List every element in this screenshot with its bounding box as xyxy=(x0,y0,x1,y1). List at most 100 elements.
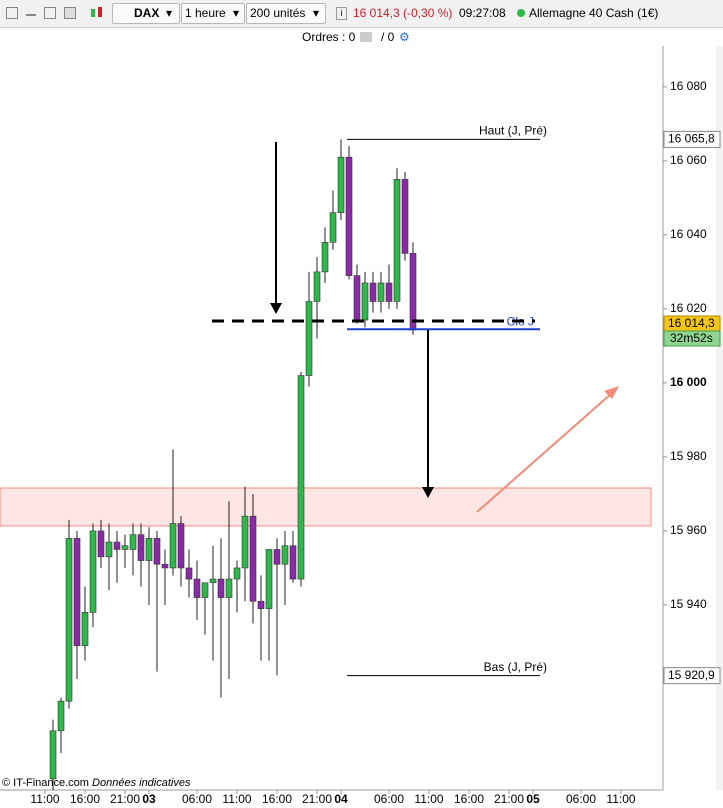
caret: ▾ xyxy=(233,6,240,20)
gear-icon[interactable]: ⚙ xyxy=(399,30,410,44)
candle-body xyxy=(353,275,361,321)
orders-icon[interactable] xyxy=(360,32,372,42)
footer-note: Données indicatives xyxy=(92,777,191,789)
last-price: 16 014,3 xyxy=(668,316,715,330)
candle-body xyxy=(185,567,193,580)
orders-label: Ordres : 0 xyxy=(302,30,356,44)
candle-body xyxy=(289,545,297,580)
y-tick-label: 16 080 xyxy=(670,79,707,93)
candle-body xyxy=(369,282,377,302)
candle-body xyxy=(49,730,57,780)
candle-body xyxy=(257,600,265,609)
candle-body xyxy=(337,156,345,213)
arrow-head xyxy=(270,303,282,314)
icon[interactable] xyxy=(6,7,18,19)
info-icon[interactable]: i xyxy=(336,7,347,20)
units: 200 unités xyxy=(250,6,306,20)
footer: © IT-Finance.com Données indicatives xyxy=(2,777,191,789)
y-tick-label: 16 020 xyxy=(670,301,707,315)
candle-body xyxy=(225,578,233,598)
x-tick-label: 16:00 xyxy=(70,792,100,806)
candle-body xyxy=(129,534,137,550)
x-tick-label: 11:00 xyxy=(222,792,251,806)
y-tick-label: 16 040 xyxy=(670,227,707,241)
last-price-box xyxy=(663,315,721,332)
candle-body xyxy=(385,282,393,302)
x-tick-label: 03 xyxy=(142,792,156,806)
x-tick-label: 04 xyxy=(334,792,348,806)
level-value: 16 014,5 xyxy=(668,321,715,335)
caret: ▾ xyxy=(313,6,320,20)
candle-body xyxy=(121,545,129,550)
candle-body xyxy=(193,578,201,598)
candle-body xyxy=(393,179,401,302)
candle-body xyxy=(89,530,97,613)
caret: ▾ xyxy=(166,6,173,20)
candle-body xyxy=(265,549,273,609)
candle-body xyxy=(361,282,369,321)
y-tick-label: 16 000 xyxy=(670,375,707,389)
candle-body xyxy=(209,578,217,584)
orders-pending: / 0 xyxy=(381,30,395,44)
quote: 16 014,3 (-0,30 %) xyxy=(353,6,453,20)
candle-body xyxy=(273,549,281,565)
candle-body xyxy=(329,212,337,243)
x-tick-label: 21:00 xyxy=(110,792,140,806)
candle-body xyxy=(161,563,169,569)
candle-body xyxy=(177,523,185,569)
candle-body xyxy=(113,541,121,550)
y-tick-label: 16 060 xyxy=(670,153,707,167)
candle-body xyxy=(297,375,305,580)
icon[interactable] xyxy=(64,7,76,19)
y-tick-label: 15 940 xyxy=(670,597,707,611)
level-value: 16 065,8 xyxy=(668,132,715,146)
candle-body xyxy=(401,179,409,254)
period-select[interactable] xyxy=(181,3,245,24)
countdown: 32m52s xyxy=(670,331,713,345)
scrollbar[interactable] xyxy=(716,46,723,790)
y-tick-label: 15 960 xyxy=(670,523,707,537)
candle-body xyxy=(57,700,65,732)
candle-body xyxy=(217,578,225,598)
candle-body xyxy=(81,612,89,646)
candle-body xyxy=(409,253,417,331)
candle-body xyxy=(321,241,329,273)
toolbar: DAX ▾ 1 heure ▾ 200 unités ▾ i 16 014,3 … xyxy=(0,0,723,28)
units-select[interactable] xyxy=(246,3,326,24)
candle-body xyxy=(73,538,81,646)
x-tick-label: 16:00 xyxy=(262,792,292,806)
candle-body xyxy=(145,538,153,561)
x-tick-label: 21:00 xyxy=(494,792,524,806)
candle-body xyxy=(313,271,321,302)
candle-body xyxy=(65,538,73,702)
x-tick-label: 05 xyxy=(526,792,540,806)
x-tick-label: 11:00 xyxy=(414,792,443,806)
level-value: 15 920,9 xyxy=(668,668,715,682)
level-box xyxy=(663,320,721,338)
symbol-select[interactable] xyxy=(112,3,180,24)
candle-body xyxy=(249,515,257,602)
candle-body xyxy=(105,541,113,558)
x-tick-label: 11:00 xyxy=(606,792,635,806)
level-label: Haut (J, Pré) xyxy=(479,124,547,138)
level-box xyxy=(663,130,721,148)
candle-icon[interactable] xyxy=(90,6,104,20)
symbol: DAX xyxy=(134,6,160,20)
icon[interactable] xyxy=(26,14,36,16)
candle-body xyxy=(169,523,177,569)
level-label: Bas (J, Pré) xyxy=(484,660,547,674)
candle-body xyxy=(153,538,161,565)
x-tick-label: 06:00 xyxy=(182,792,212,806)
arrow-head xyxy=(422,487,434,498)
level-label: Clo J xyxy=(507,314,534,328)
candle-body xyxy=(281,545,289,565)
x-tick-label: 16:00 xyxy=(454,792,484,806)
candle-body xyxy=(305,301,313,376)
y-tick-label: 15 980 xyxy=(670,449,707,463)
icon[interactable] xyxy=(44,7,56,19)
candle-body xyxy=(345,156,353,276)
x-tick-label: 21:00 xyxy=(302,792,332,806)
period: 1 heure xyxy=(185,6,226,20)
